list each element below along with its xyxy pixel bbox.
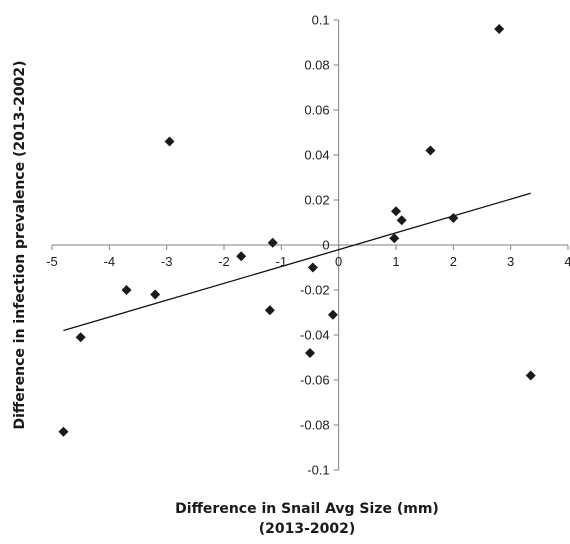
trendline-group	[63, 192, 531, 332]
data-point	[305, 348, 315, 358]
x-tick-label: 2	[450, 254, 457, 269]
x-tick-label: -1	[276, 254, 288, 269]
y-tick-label: -0.02	[300, 283, 330, 298]
data-point	[307, 262, 318, 273]
y-tick-label: -0.1	[307, 463, 329, 478]
data-point	[264, 305, 275, 316]
y-axis-title: Difference in infection prevalence (2013…	[12, 61, 28, 430]
data-point	[121, 285, 132, 295]
x-tick-label: -3	[161, 254, 173, 269]
data-point	[389, 233, 400, 244]
y-tick-label: -0.04	[300, 328, 330, 343]
y-tick-label: 0.08	[304, 58, 329, 73]
x-axis-title-line-2: (2013-2002)	[259, 521, 356, 537]
y-tick-label: 0.06	[304, 103, 329, 118]
data-point	[396, 215, 407, 226]
x-tick-label: 4	[564, 254, 570, 269]
tick-labels: -5 -4 -3 -2 -1 0 1 2 3 4 0.1 0.08 0.06 0.04 0.02 0 -0.02…	[46, 13, 570, 478]
x-axis-title-line-1: Difference in Snail Avg Size (mm)	[175, 501, 439, 517]
data-point	[391, 206, 401, 217]
data-point	[448, 213, 459, 223]
data-point	[267, 237, 278, 248]
data-point	[494, 24, 505, 34]
x-tick-label: 1	[392, 254, 399, 269]
data-point	[327, 309, 338, 320]
data-point	[425, 145, 436, 156]
x-tick-label: -4	[104, 254, 116, 269]
x-tick-label: 0	[335, 254, 342, 269]
x-tick-label: -2	[218, 254, 230, 269]
axes	[51, 19, 569, 471]
y-tick-label: -0.08	[300, 418, 330, 433]
data-point	[164, 136, 175, 147]
data-points	[58, 24, 536, 437]
data-point	[58, 426, 69, 437]
trendline	[63, 192, 531, 332]
data-point	[525, 370, 536, 381]
x-tick-label: 3	[507, 254, 514, 269]
data-point	[150, 289, 161, 300]
data-point	[236, 251, 247, 262]
y-tick-label: 0	[322, 238, 329, 253]
y-tick-label: -0.06	[300, 373, 330, 388]
y-tick-label: 0.1	[312, 13, 330, 28]
x-tick-label: -5	[46, 254, 58, 269]
y-tick-label: 0.04	[304, 148, 329, 163]
data-point	[75, 332, 86, 343]
y-tick-label: 0.02	[304, 193, 329, 208]
